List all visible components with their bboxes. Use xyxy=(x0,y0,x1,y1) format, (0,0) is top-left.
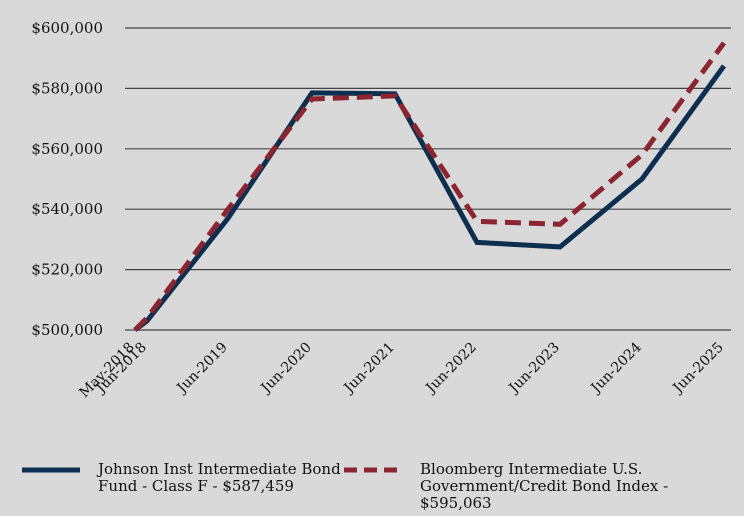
x-tick-label: Jun-2022 xyxy=(422,340,480,398)
series-lines xyxy=(133,41,727,332)
x-tick-label: Jun-2020 xyxy=(257,340,315,398)
y-tick-label: $580,000 xyxy=(31,79,103,97)
y-tick-label: $500,000 xyxy=(31,321,103,339)
y-axis-tick-labels: $500,000 $520,000 $540,000 $560,000 $580,000… xyxy=(31,19,103,339)
series-line-fund xyxy=(133,64,727,332)
legend-swatch-solid xyxy=(22,467,80,473)
line-chart: $500,000 $520,000 $540,000 $560,000 $580,000… xyxy=(31,19,731,401)
legend-swatch-dashed xyxy=(344,467,402,473)
x-tick-label: Jun-2019 xyxy=(173,340,231,398)
series-line-index xyxy=(133,41,727,332)
legend-label-index: Bloomberg Intermediate U.S. Government/C… xyxy=(420,460,669,512)
x-tick-label: Jun-2025 xyxy=(669,340,727,398)
legend: Johnson Inst Intermediate Bond Fund - Cl… xyxy=(20,461,740,516)
y-tick-label: $560,000 xyxy=(31,140,103,158)
legend-label-fund: Johnson Inst Intermediate Bond Fund - Cl… xyxy=(98,460,341,495)
x-tick-label: Jun-2024 xyxy=(587,339,645,397)
x-tick-label: Jun-2021 xyxy=(340,340,398,398)
y-tick-label: $520,000 xyxy=(31,261,103,279)
y-tick-label: $600,000 xyxy=(31,19,103,37)
y-tick-label: $540,000 xyxy=(31,200,103,218)
x-tick-label: Jun-2023 xyxy=(505,340,563,398)
